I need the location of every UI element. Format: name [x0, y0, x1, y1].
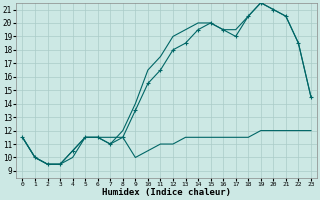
- X-axis label: Humidex (Indice chaleur): Humidex (Indice chaleur): [102, 188, 231, 197]
